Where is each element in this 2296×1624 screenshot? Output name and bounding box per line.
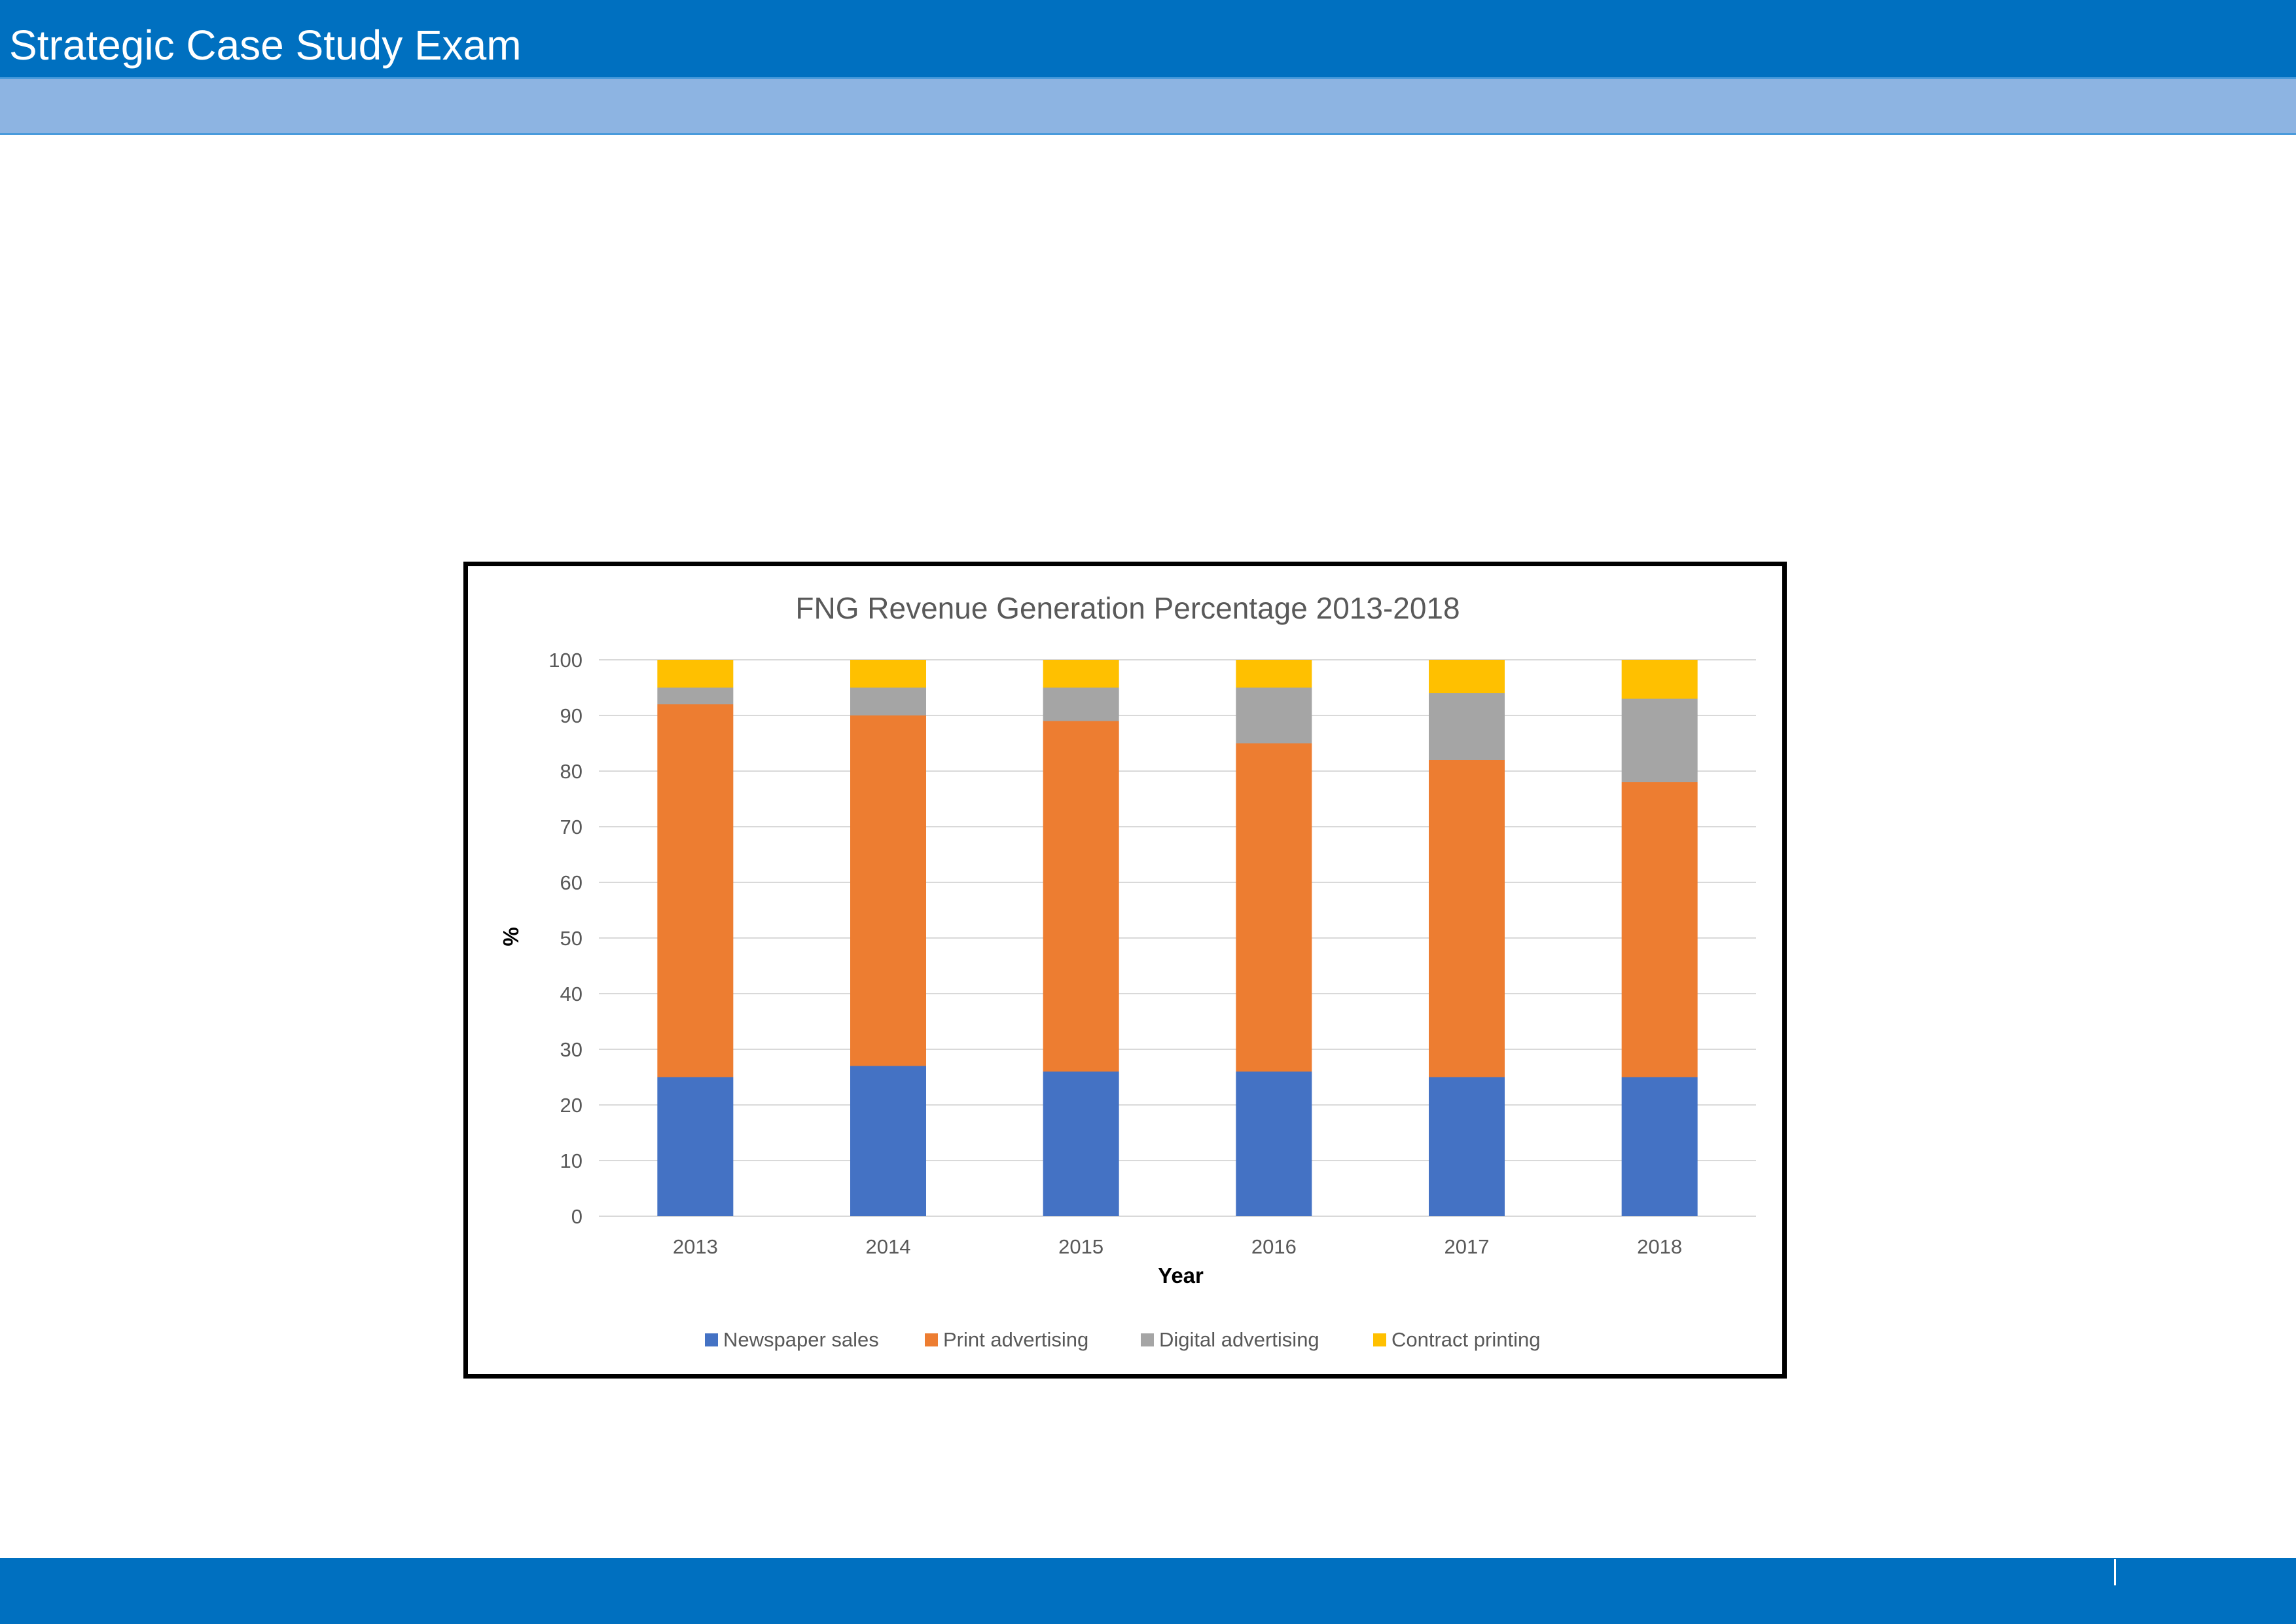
bar-segment-newspaper-sales-2013 [657, 1077, 734, 1216]
bar-segment-contract-printing-2014 [850, 660, 926, 688]
bar-segment-print-advertising-2015 [1043, 721, 1119, 1072]
bar-segment-newspaper-sales-2017 [1429, 1077, 1505, 1216]
y-tick-label: 100 [548, 649, 583, 672]
legend-swatch [925, 1333, 938, 1346]
bar-segment-newspaper-sales-2015 [1043, 1072, 1119, 1216]
legend-label: Digital advertising [1159, 1328, 1319, 1351]
chart-frame: FNG Revenue Generation Percentage 2013-2… [463, 562, 1787, 1379]
y-tick-label: 90 [560, 704, 583, 727]
bar-segment-print-advertising-2014 [850, 715, 926, 1066]
y-tick-label: 70 [560, 816, 583, 839]
bar-segment-digital-advertising-2015 [1043, 687, 1119, 721]
legend-label: Newspaper sales [723, 1328, 879, 1351]
page-title: Strategic Case Study Exam [9, 22, 522, 69]
legend-label: Print advertising [943, 1328, 1088, 1351]
bar-segment-digital-advertising-2016 [1236, 687, 1312, 744]
bar-segment-newspaper-sales-2018 [1621, 1077, 1698, 1216]
bar-segment-digital-advertising-2013 [657, 687, 734, 704]
bar-segment-digital-advertising-2017 [1429, 693, 1505, 760]
legend-swatch [1373, 1333, 1386, 1346]
y-tick-label: 20 [560, 1094, 583, 1117]
bar-segment-contract-printing-2018 [1621, 660, 1698, 699]
y-axis-title: % [499, 927, 523, 946]
legend-swatch [705, 1333, 718, 1346]
subheader-bar [0, 77, 2296, 135]
x-tick-label: 2014 [866, 1235, 911, 1258]
bar-segment-print-advertising-2018 [1621, 782, 1698, 1077]
y-tick-label: 10 [560, 1149, 583, 1172]
y-tick-labels: 0 10 20 30 40 50 60 70 80 90 100 [548, 649, 583, 1228]
y-tick-label: 50 [560, 927, 583, 950]
bar-segment-contract-printing-2017 [1429, 660, 1505, 693]
bar-segment-contract-printing-2016 [1236, 660, 1312, 688]
bar-segment-print-advertising-2013 [657, 704, 734, 1077]
x-tick-labels: 2013 2014 2015 2016 2017 2018 [673, 1235, 1682, 1258]
bar-segment-digital-advertising-2014 [850, 687, 926, 715]
y-tick-label: 30 [560, 1038, 583, 1061]
x-axis-title: Year [1158, 1263, 1204, 1288]
y-tick-label: 60 [560, 871, 583, 894]
x-tick-label: 2015 [1058, 1235, 1103, 1258]
bar-segment-print-advertising-2017 [1429, 760, 1505, 1077]
y-tick-label: 40 [560, 983, 583, 1005]
revenue-chart: FNG Revenue Generation Percentage 2013-2… [499, 591, 1756, 1351]
y-tick-label: 0 [571, 1205, 583, 1228]
x-tick-label: 2016 [1251, 1235, 1297, 1258]
legend-swatch [1141, 1333, 1154, 1346]
bar-segment-print-advertising-2016 [1236, 743, 1312, 1072]
gridlines [599, 659, 1756, 1217]
legend: Newspaper sales Print advertising Digital … [705, 1328, 1540, 1351]
bar-segment-contract-printing-2015 [1043, 660, 1119, 688]
x-tick-label: 2018 [1637, 1235, 1682, 1258]
footer-bar [0, 1558, 2296, 1624]
x-tick-label: 2017 [1444, 1235, 1490, 1258]
bars [657, 660, 1698, 1216]
x-tick-label: 2013 [673, 1235, 718, 1258]
header-bar: Strategic Case Study Exam [0, 0, 2296, 77]
chart-title: FNG Revenue Generation Percentage 2013-2… [795, 591, 1460, 625]
legend-label: Contract printing [1391, 1328, 1540, 1351]
y-tick-label: 80 [560, 760, 583, 783]
bar-segment-newspaper-sales-2016 [1236, 1072, 1312, 1216]
footer-divider-mark [2114, 1559, 2116, 1585]
bar-segment-contract-printing-2013 [657, 660, 734, 688]
bar-segment-newspaper-sales-2014 [850, 1066, 926, 1216]
bar-segment-digital-advertising-2018 [1621, 698, 1698, 782]
